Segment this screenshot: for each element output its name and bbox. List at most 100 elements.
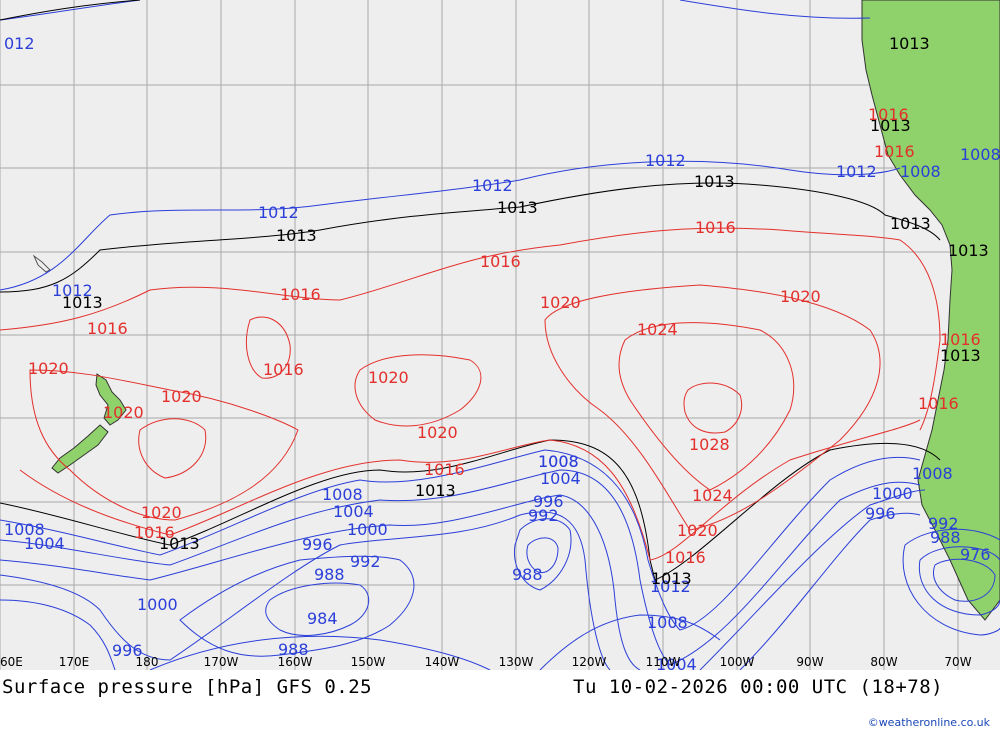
isobar-1012 [0, 160, 901, 291]
isobar-1020-nz-loop [138, 418, 207, 479]
isobar-1016-small-loop [245, 316, 291, 379]
isobar-label: 1016 [695, 218, 736, 237]
new-caledonia [32, 254, 51, 273]
isobar-1013-nw-arc [0, 0, 141, 21]
isobar-label: 1000 [137, 595, 178, 614]
isobar-label: 1024 [692, 486, 733, 505]
isobar-label: 012 [4, 34, 35, 53]
isobar-label: 1020 [417, 423, 458, 442]
longitude-tick-label: 60E [0, 655, 23, 669]
isobar-label: 996 [112, 641, 143, 660]
isobar-label: 1004 [333, 502, 374, 521]
isobar-label: 976 [960, 545, 991, 564]
new-zealand-north-island [95, 373, 127, 426]
isobar-label: 1016 [280, 285, 321, 304]
isobar-label: 1004 [656, 655, 697, 670]
isobar-label: 1016 [134, 523, 175, 542]
longitude-tick-label: 140W [425, 655, 460, 669]
isobar-label: 1008 [4, 520, 45, 539]
lat-lon-grid [0, 0, 1000, 670]
isobar-label-1013: 1013 [62, 293, 103, 312]
longitude-tick-label: 100W [720, 655, 755, 669]
isobar-label: 984 [307, 609, 338, 628]
isobar-label: 1008 [538, 452, 579, 471]
isobar-label: 992 [528, 506, 559, 525]
longitude-tick-label: 180 [136, 655, 159, 669]
isobar-1012-ne [679, 0, 871, 19]
longitude-tick-label: 70W [944, 655, 971, 669]
isobar-1012-nw [0, 0, 141, 21]
isobar-label: 1020 [28, 359, 69, 378]
pressure-map: 012 1012 1012 1012 1012 1012 1008 1008 1… [0, 0, 1000, 670]
isobar-980 [918, 546, 1000, 616]
longitude-tick-label: 120W [572, 655, 607, 669]
isobar-1016-outer [0, 227, 941, 431]
isobar-label: 1008 [322, 485, 363, 504]
isobar-label: 1024 [637, 320, 678, 339]
isobar-label-1013: 1013 [948, 241, 989, 260]
longitude-tick-label: 170W [204, 655, 239, 669]
isobar-label: 1016 [868, 105, 909, 124]
isobar-label: 1020 [141, 503, 182, 522]
isobar-label-1013: 1013 [497, 198, 538, 217]
longitude-tick-label: 90W [796, 655, 823, 669]
source-credit[interactable]: ©weatheronline.co.uk [867, 716, 990, 729]
isobar-label: 1012 [650, 577, 691, 596]
isobar-label-1013: 1013 [940, 346, 981, 365]
isobar-label-1013: 1013 [870, 116, 911, 135]
isobar-1008 [0, 449, 921, 631]
isobar-label: 1016 [665, 548, 706, 567]
isobar-label: 988 [314, 565, 345, 584]
isobar-label: 1016 [480, 252, 521, 271]
longitude-tick-label: 160W [278, 655, 313, 669]
isobar-label: 996 [302, 535, 333, 554]
isobar-988-south [149, 635, 491, 670]
isobar-label-1013: 1013 [651, 569, 692, 588]
isobar-label: 1020 [161, 387, 202, 406]
isobar-label: 1012 [645, 151, 686, 170]
map-title: Surface pressure [hPa] GFS 0.25 [2, 676, 373, 698]
isobar-1000-low [0, 599, 116, 670]
isobar-label: 1008 [912, 464, 953, 483]
isobar-label: 1008 [900, 162, 941, 181]
isobar-labels: 012 1012 1012 1012 1012 1012 1008 1008 1… [4, 34, 1000, 670]
isobar-label: 1012 [258, 203, 299, 222]
isobar-label: 1004 [540, 469, 581, 488]
new-zealand-south-island [51, 424, 109, 474]
isobar-1004 [0, 469, 921, 666]
isobar-label: 1020 [103, 403, 144, 422]
land-masses [32, 0, 1000, 621]
isobar-label: 1008 [960, 145, 1000, 164]
isobar-976 [933, 558, 996, 602]
isobar-label: 1020 [677, 521, 718, 540]
map-canvas: 012 1012 1012 1012 1012 1012 1008 1008 1… [0, 0, 1000, 670]
longitude-tick-label: 130W [499, 655, 534, 669]
isobar-label: 988 [512, 565, 543, 584]
isobar-1020-central [354, 354, 482, 427]
isobar-label: 1004 [24, 534, 65, 553]
isobar-1024 [618, 322, 795, 491]
isobar-label-1013: 1013 [276, 226, 317, 245]
isobar-label: 1020 [368, 368, 409, 387]
isobar-992 [179, 555, 415, 657]
isobar-label: 996 [865, 504, 896, 523]
isobar-996 [0, 511, 921, 670]
isobar-988-low [526, 537, 559, 574]
isobar-label-1013: 1013 [890, 214, 931, 233]
isobar-label: 992 [928, 514, 959, 533]
valid-time: Tu 10-02-2026 00:00 UTC (18+78) [573, 676, 944, 698]
isobar-label: 988 [930, 528, 961, 547]
isobar-label: 992 [350, 552, 381, 571]
isobar-984 [902, 528, 1000, 636]
isobar-988 [265, 582, 370, 636]
isobar-label: 1016 [918, 394, 959, 413]
isobar-label: 1016 [87, 319, 128, 338]
isobar-1016-south [19, 419, 921, 561]
isobar-1008-lower [539, 614, 721, 670]
isobar-label: 1012 [52, 281, 93, 300]
isobar-label: 988 [278, 640, 309, 659]
isobar-label: 1016 [424, 460, 465, 479]
isobar-1013-north [0, 182, 941, 293]
isobar-label: 1016 [940, 330, 981, 349]
isobar-label: 1000 [347, 520, 388, 539]
